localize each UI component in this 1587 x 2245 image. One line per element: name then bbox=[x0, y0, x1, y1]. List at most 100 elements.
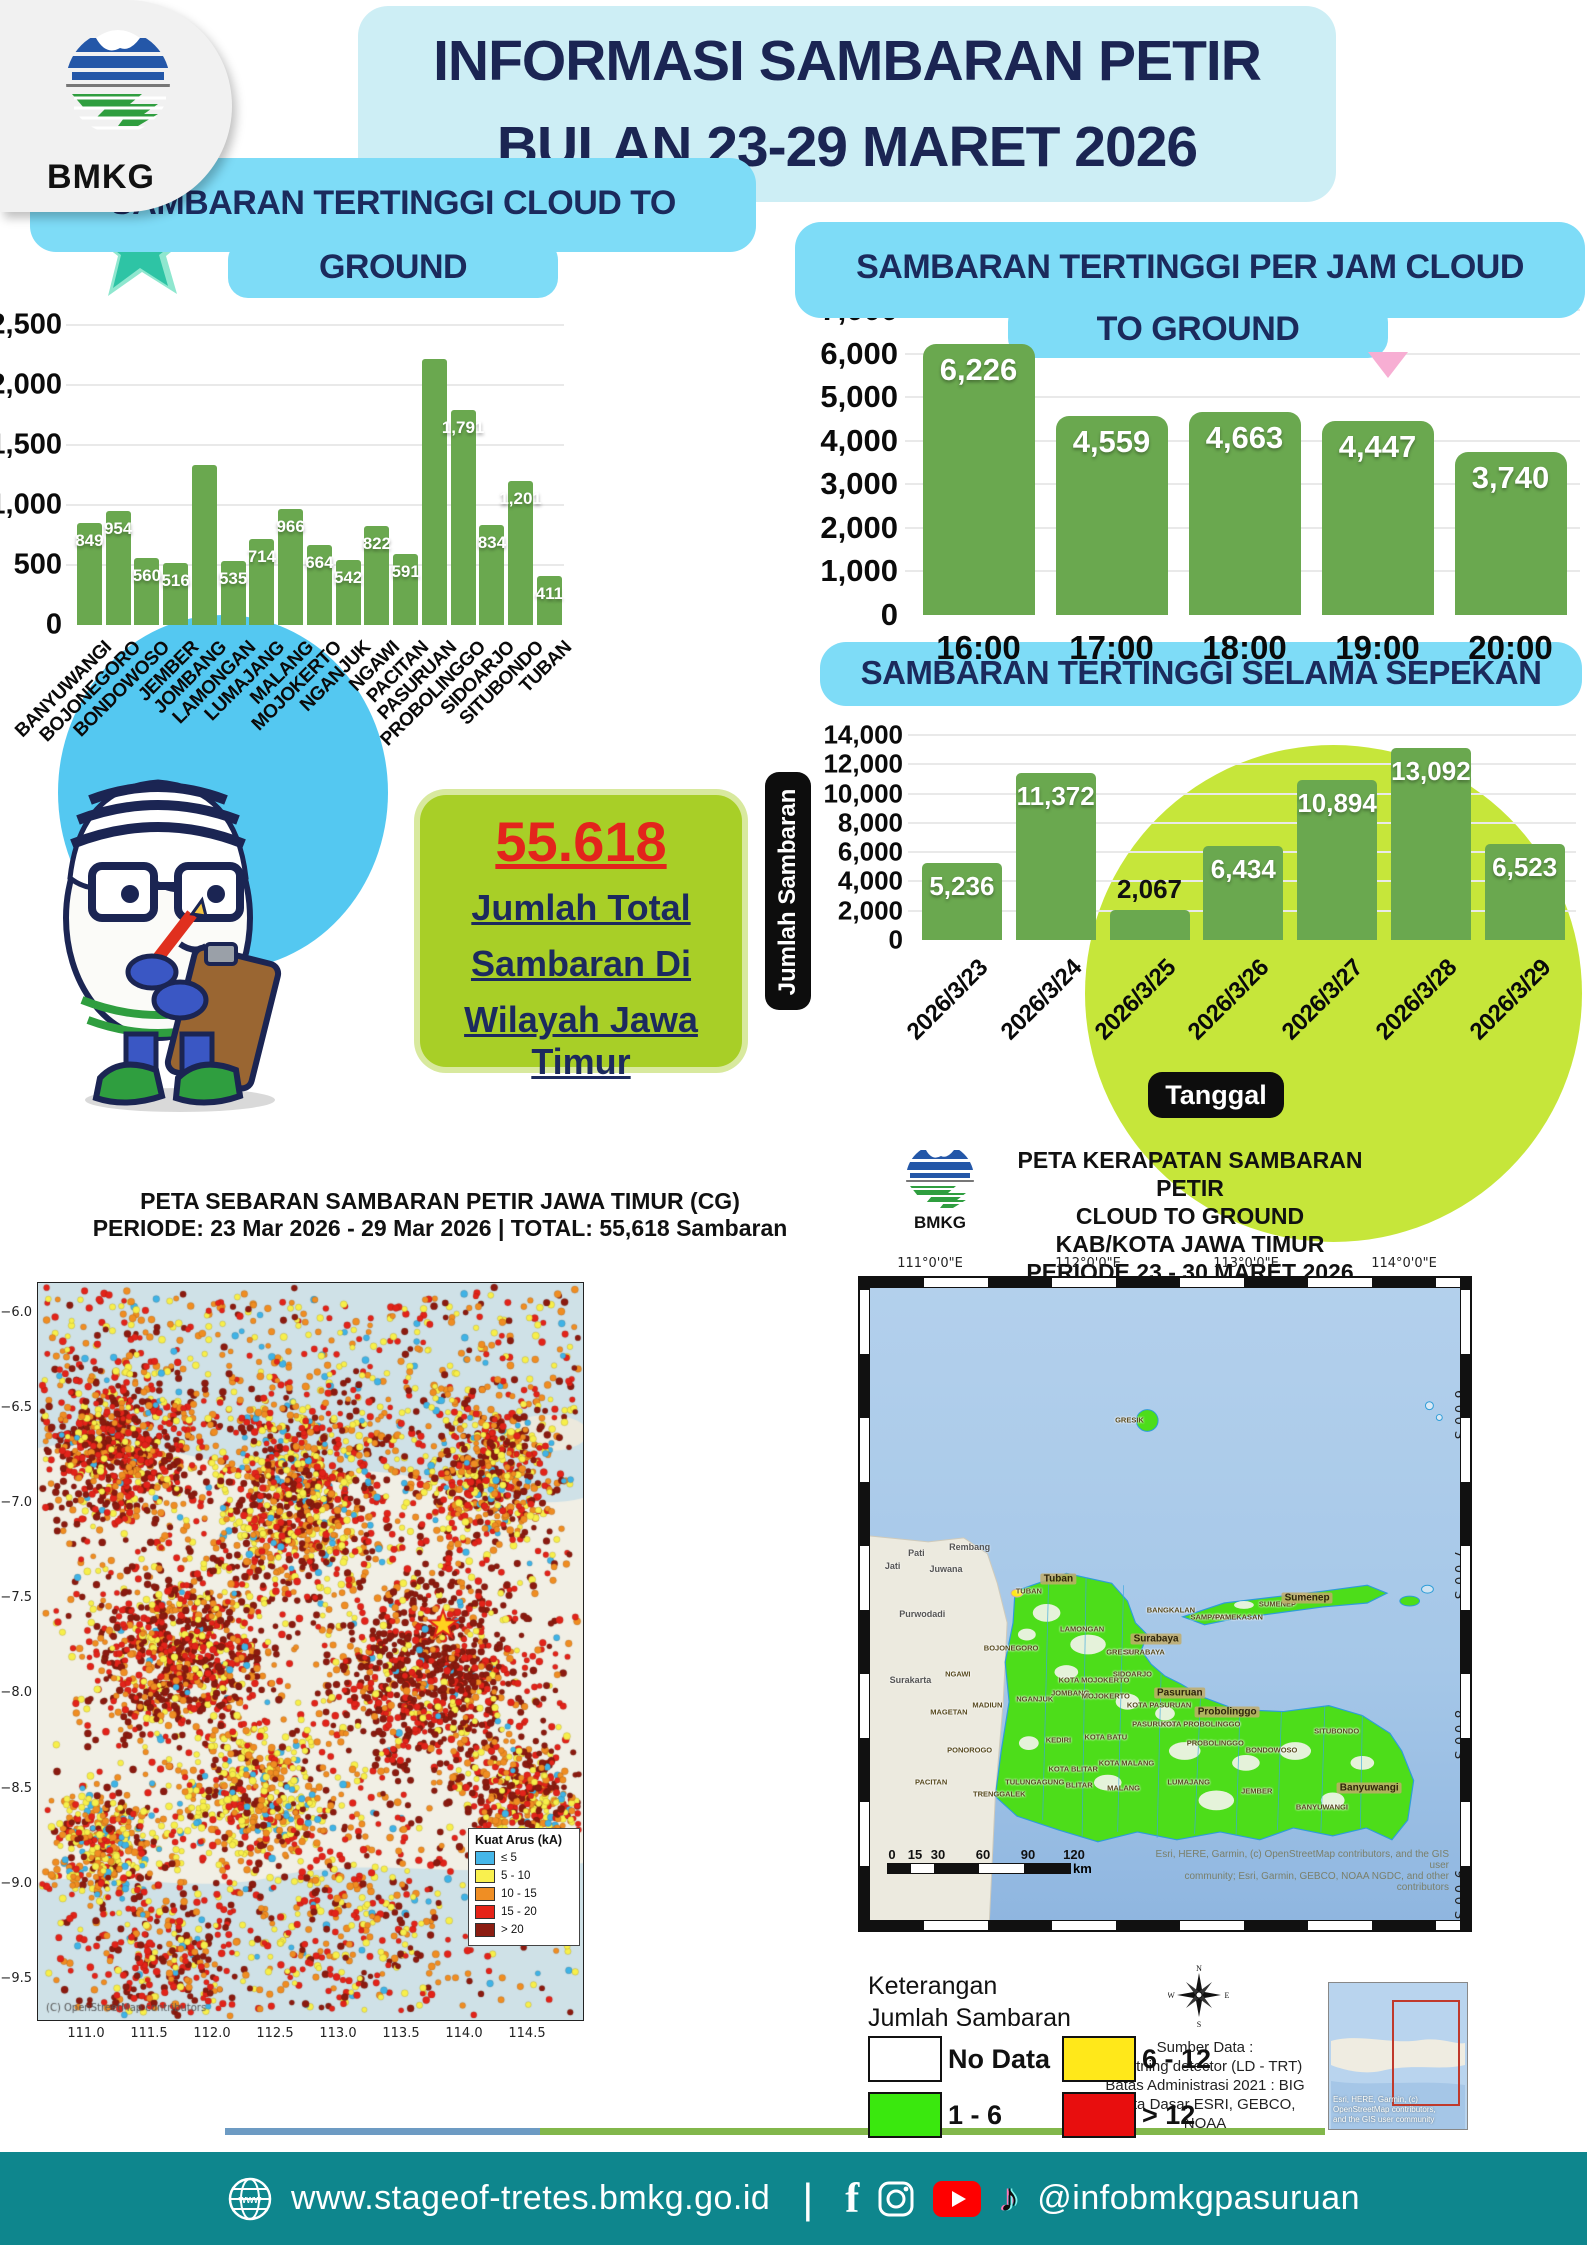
source-line: Peta Dasar ESRI, GEBCO, NOAA bbox=[1114, 2096, 1296, 2132]
density-map-svg bbox=[869, 1287, 1461, 1921]
map-region-label: Juwana bbox=[929, 1564, 963, 1575]
y-axis-tick: 4,000 bbox=[837, 865, 903, 896]
map-region-label: KOTA BLITAR bbox=[1048, 1764, 1098, 1774]
legend-label: ≤ 5 bbox=[501, 1852, 517, 1864]
y-axis-tick: 1,500 bbox=[0, 428, 62, 461]
svg-text:E: E bbox=[1225, 1991, 1230, 2000]
y-axis-tick: 12,000 bbox=[823, 748, 903, 779]
map-region-label: Surakarta bbox=[889, 1675, 932, 1686]
bar-value: 591 bbox=[391, 562, 420, 582]
bar-value: 6,523 bbox=[1492, 852, 1558, 883]
scatter-xtick: 112.0 bbox=[193, 2026, 231, 2041]
density-title-line: KAB/KOTA JAWA TIMUR bbox=[1055, 1231, 1325, 1257]
legend-label: > 20 bbox=[501, 1924, 524, 1936]
bar-value: 560 bbox=[132, 565, 162, 585]
bmkg-logo-text: BMKG bbox=[47, 158, 155, 196]
x-axis-label: 20:00 bbox=[1468, 629, 1553, 666]
y-axis-tick: 0 bbox=[880, 597, 898, 632]
scatter-xtick: 113.5 bbox=[382, 2026, 420, 2041]
scale-unit: km bbox=[1073, 1861, 1092, 1876]
map-region-label: KOTA MOJOKERTO bbox=[1058, 1675, 1130, 1685]
hour-chart-title-line2: TO GROUND bbox=[1096, 310, 1300, 348]
scatter-legend-item: ≤ 5 bbox=[475, 1851, 573, 1865]
y-axis-tick: 2,000 bbox=[837, 895, 903, 926]
legend-swatch bbox=[475, 1887, 495, 1901]
compass-rose-icon: N S W E bbox=[1168, 1964, 1230, 2028]
gridline bbox=[908, 821, 1576, 824]
bar-17:00 bbox=[1055, 416, 1168, 615]
y-axis-tick: 8,000 bbox=[837, 807, 903, 838]
scale-tick: 0 bbox=[888, 1847, 896, 1862]
legend-swatch bbox=[475, 1851, 495, 1865]
scatter-xtick: 112.5 bbox=[256, 2026, 294, 2041]
scatter-xtick: 111.5 bbox=[130, 2026, 168, 2041]
scatter-map-title-line2: PERIODE: 23 Mar 2026 - 29 Mar 2026 | TOT… bbox=[92, 1215, 788, 1241]
total-strikes-box: 55.618 Jumlah Total Sambaran Di Wilayah … bbox=[420, 795, 742, 1082]
map-scale-bar: 0 15 30 60 90 120 km bbox=[887, 1847, 1092, 1876]
scatter-legend-item: 15 - 20 bbox=[475, 1905, 573, 1919]
y-axis-tick: 0 bbox=[45, 608, 62, 641]
map-region-label: NGANJUK bbox=[1016, 1694, 1054, 1704]
density-legend-label: 6 - 12 bbox=[1142, 2044, 1212, 2074]
map-region-label: BANGKALAN bbox=[1146, 1605, 1196, 1615]
bar-TUBAN bbox=[536, 575, 562, 625]
y-axis-tick: 10,000 bbox=[823, 778, 903, 809]
source-line: Sumber Data : bbox=[1156, 2039, 1254, 2056]
hour-chart-title-bubble: SAMBARAN TERTINGGI PER JAM CLOUD bbox=[795, 222, 1585, 318]
bar-MALANG bbox=[278, 509, 304, 625]
map-region-label: BONDOWOSO bbox=[1245, 1745, 1298, 1755]
map-region-label: Purwodadi bbox=[899, 1608, 946, 1619]
week-chart-title: SAMBARAN TERTINGGI SELAMA SEPEKAN bbox=[860, 654, 1542, 691]
bar-PASURUAN bbox=[421, 359, 447, 625]
total-line2: Sambaran Di bbox=[470, 943, 692, 984]
density-map-attribution: Esri, HERE, Garmin, (c) OpenStreetMap co… bbox=[1155, 1849, 1449, 1893]
density-legend-label: > 12 bbox=[1142, 2100, 1196, 2130]
map-region-label: BANYUWANGI bbox=[1295, 1802, 1348, 1812]
map-region-label: KOTA MALANG bbox=[1098, 1758, 1155, 1767]
bar-value: 954 bbox=[103, 518, 133, 538]
legend-label: 10 - 15 bbox=[501, 1888, 537, 1900]
bar-PROBOLINGGO bbox=[450, 410, 476, 625]
bar-value: 2,067 bbox=[1116, 873, 1183, 904]
bar-value: 535 bbox=[218, 568, 248, 588]
map-region-label: Pasuruan bbox=[1154, 1687, 1206, 1699]
bar-value: 4,663 bbox=[1205, 419, 1284, 455]
map-region-label: Pati bbox=[908, 1548, 925, 1559]
scatter-map-legend: Kuat Arus (kA) ≤ 5 5 - 10 10 - 15 15 - 20 > … bbox=[468, 1828, 580, 1946]
week-xlabel-pill: Tanggal bbox=[1148, 1072, 1284, 1118]
bar-SIDOARJO bbox=[479, 524, 505, 625]
map-region-label: KOTA BATU bbox=[1084, 1732, 1128, 1742]
map-region-label: PONOROGO bbox=[947, 1745, 993, 1755]
hour-chart-title-line1: SAMBARAN TERTINGGI PER JAM CLOUD bbox=[856, 248, 1524, 286]
map-region-label: LAMONGAN bbox=[1060, 1624, 1105, 1634]
city-chart-title-line2: GROUND bbox=[318, 248, 468, 286]
facebook-icon: f bbox=[845, 2175, 860, 2222]
density-legend-heading1: Keterangan bbox=[868, 1972, 998, 2000]
map-region-label: Sumenep bbox=[1281, 1592, 1333, 1604]
bar-MOJOKERTO bbox=[306, 545, 332, 625]
bar-value: 664 bbox=[305, 553, 334, 573]
bar-2026/3/27 bbox=[1297, 780, 1378, 940]
density-legend-swatch bbox=[1062, 2036, 1136, 2082]
bar-NGAWI bbox=[364, 526, 390, 625]
bar-value: 4,447 bbox=[1338, 429, 1417, 465]
bar-JEMBER bbox=[163, 563, 189, 625]
map-region-label: MAGETAN bbox=[930, 1707, 968, 1717]
map-region-label: GRESIK bbox=[1106, 1647, 1135, 1657]
map-region-label: PROBOLINGGO bbox=[1186, 1738, 1244, 1748]
x-axis-label: 16:00 bbox=[936, 629, 1021, 666]
map-region-label: NGAWI bbox=[945, 1669, 971, 1679]
scatter-ytick: −7.0 bbox=[0, 1495, 32, 1511]
divider-line-blue bbox=[225, 2128, 540, 2135]
bar-LUMAJANG bbox=[249, 539, 275, 625]
gridline bbox=[66, 324, 564, 326]
map-region-label: PASURUAN bbox=[1132, 1719, 1175, 1729]
x-axis-label: 19:00 bbox=[1335, 629, 1420, 666]
gridline bbox=[905, 396, 1580, 399]
map-region-label: Jati bbox=[884, 1560, 901, 1571]
bmkg-logo-card: BMKG bbox=[0, 0, 232, 212]
scatter-xtick: 114.0 bbox=[445, 2026, 483, 2041]
scatter-ytick: −9.5 bbox=[0, 1970, 32, 1986]
map-region-label: JEMBER bbox=[1241, 1786, 1273, 1796]
y-axis-tick: 14,000 bbox=[823, 719, 903, 750]
